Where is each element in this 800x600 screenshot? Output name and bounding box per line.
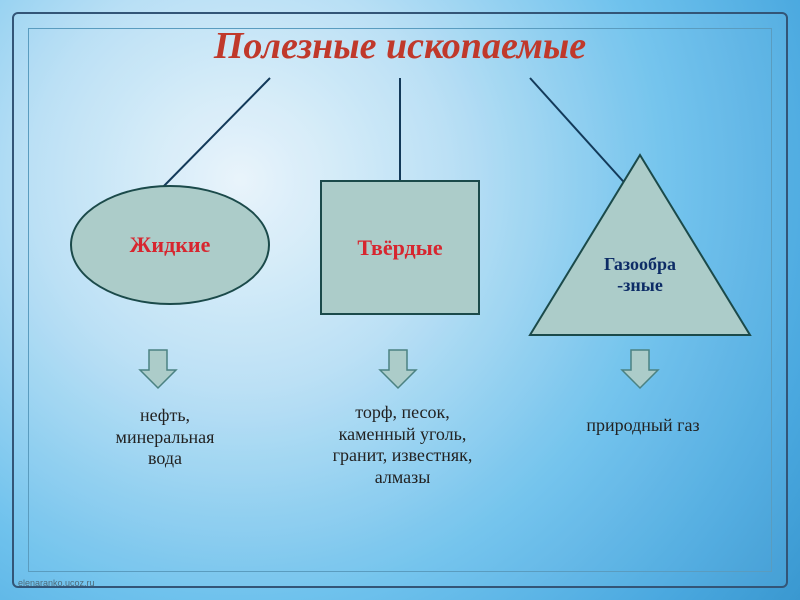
- category-solid-shape: Твёрдые: [320, 180, 480, 315]
- credit-text: elenaranko.ucoz.ru: [18, 578, 95, 588]
- category-solid-label: Твёрдые: [357, 235, 442, 260]
- examples-solid: торф, песок, каменный уголь, гранит, изв…: [320, 402, 485, 488]
- examples-gas: природный газ: [568, 415, 718, 437]
- title-text: Полезные ископаемые: [214, 25, 586, 67]
- gas-label-line1: Газообра: [604, 254, 676, 274]
- category-liquid-shape: Жидкие: [70, 185, 270, 305]
- gas-label-line2: -зные: [617, 275, 663, 295]
- category-gas-label: Газообра -зные: [530, 254, 750, 296]
- examples-liquid: нефть, минеральная вода: [100, 405, 230, 470]
- category-gas-shape: Газообра -зные: [530, 155, 750, 335]
- category-liquid-label: Жидкие: [130, 232, 211, 257]
- page-title: Полезные ископаемые: [0, 24, 800, 68]
